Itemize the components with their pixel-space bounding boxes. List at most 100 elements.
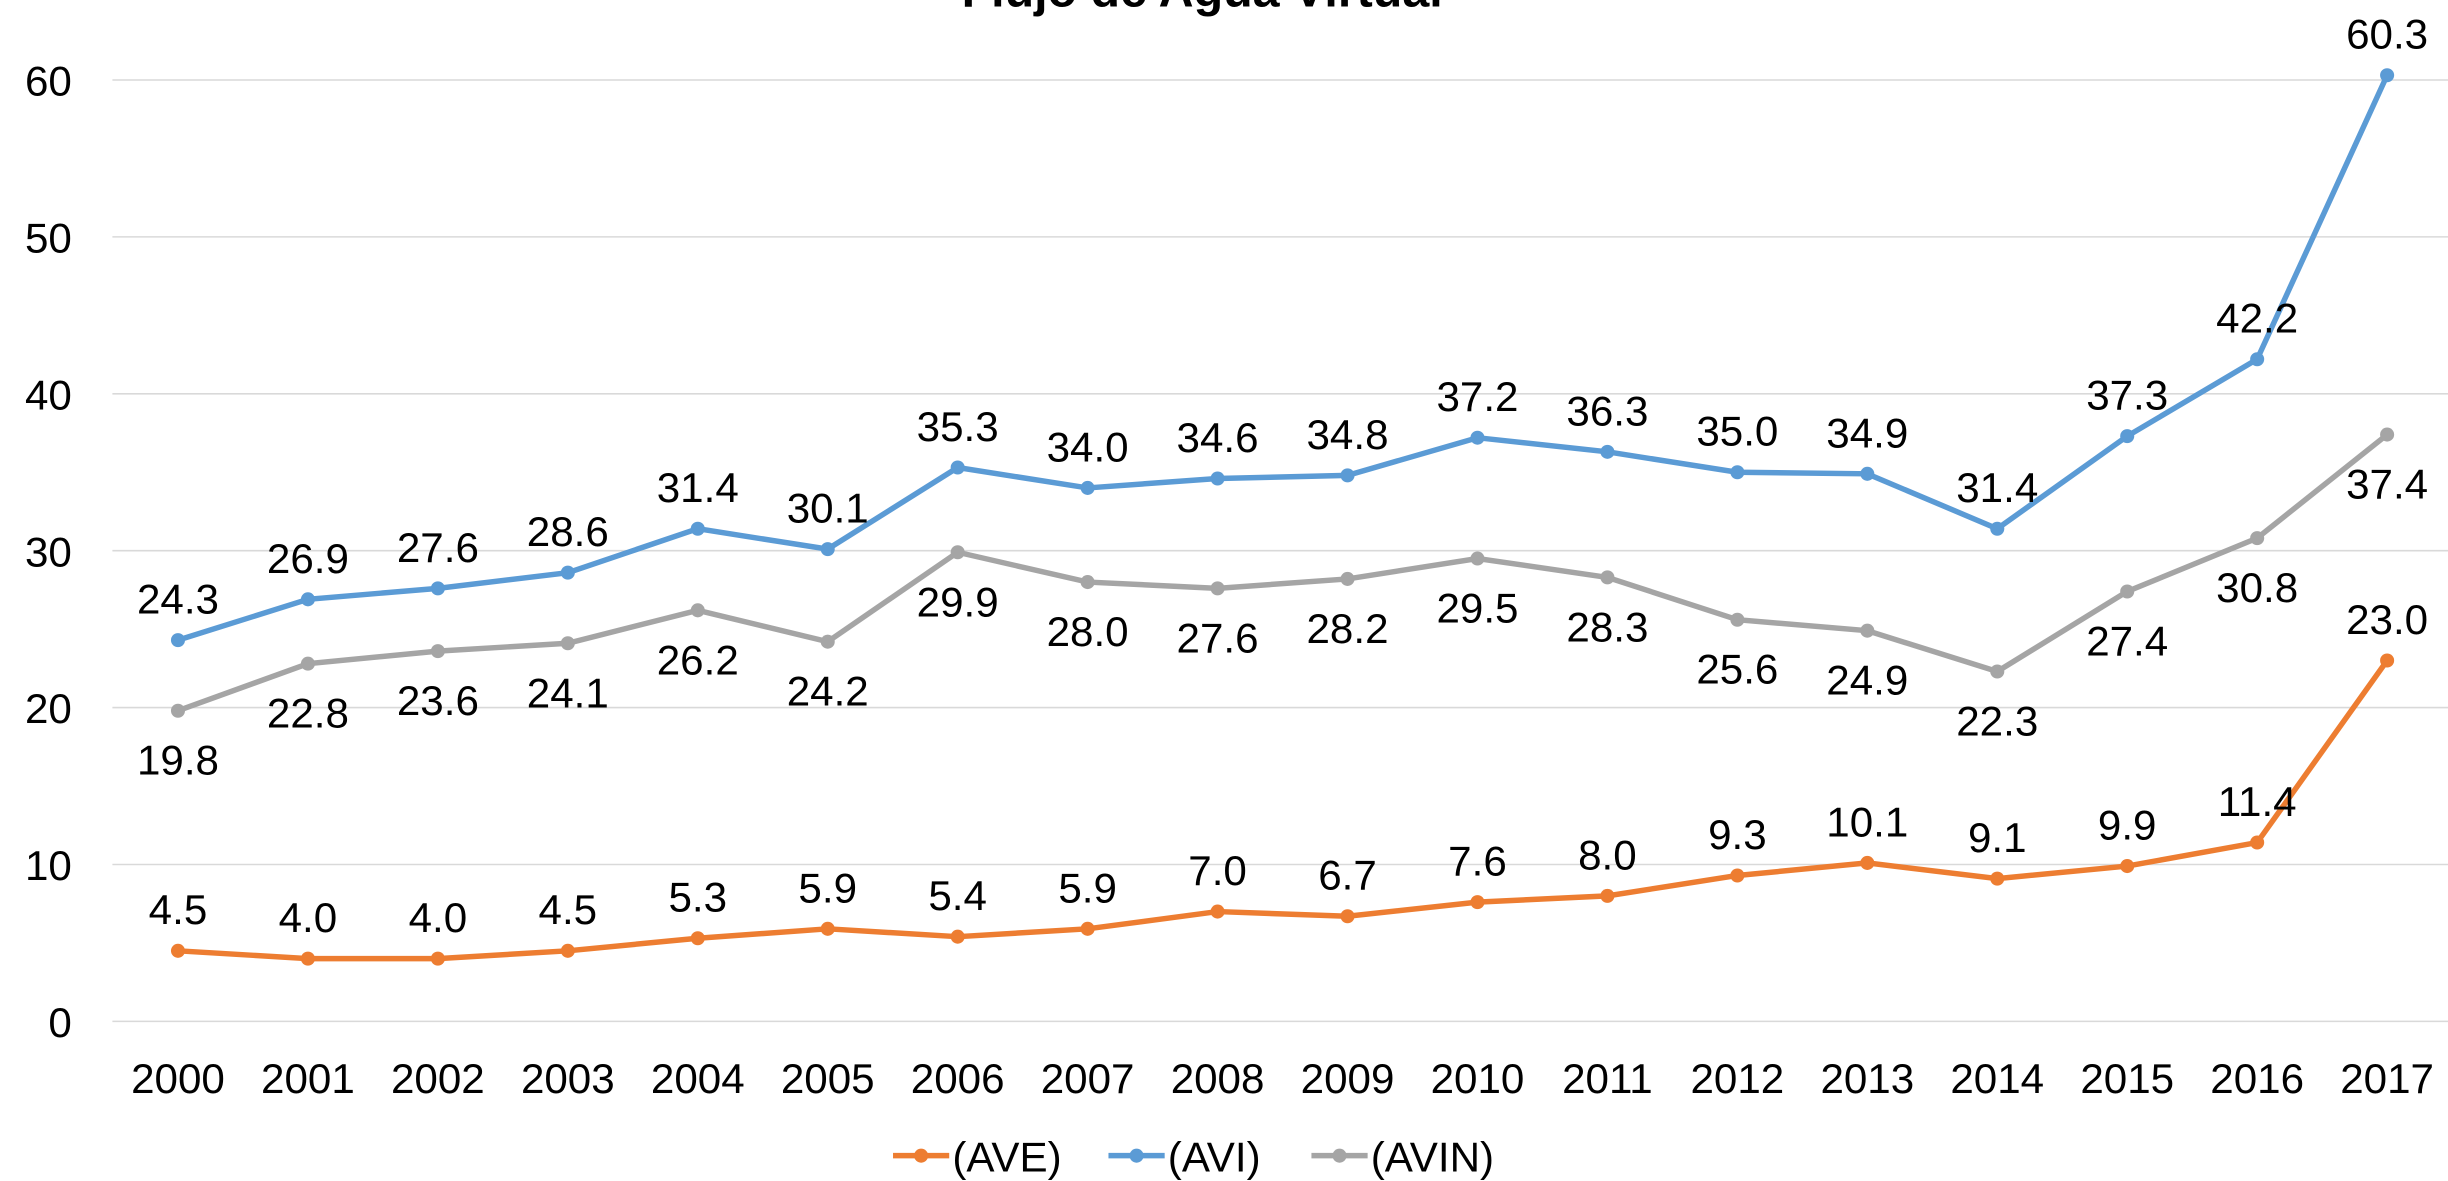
data-label: 23.6: [397, 677, 479, 724]
legend-marker: [1332, 1148, 1347, 1163]
point: [1340, 468, 1355, 483]
data-label: 35.3: [917, 403, 999, 450]
series-line: [177, 432, 2389, 714]
point: [170, 633, 186, 648]
data-label: 28.2: [1307, 605, 1389, 652]
point: [820, 542, 835, 557]
data-label: 8.0: [1578, 831, 1637, 878]
data-label: 30.1: [787, 485, 869, 532]
data-label: 10.1: [1826, 798, 1908, 845]
point: [690, 931, 705, 946]
data-label: 4.5: [149, 886, 208, 933]
point: [1990, 871, 2005, 886]
chart-title: Flujo de Agua Virtual: [962, 0, 1443, 18]
x-tick-label: 2004: [651, 1055, 745, 1102]
point: [2120, 859, 2135, 874]
point: [1860, 855, 1875, 870]
point: [950, 545, 965, 560]
data-label: 5.9: [1058, 864, 1117, 911]
point: [2380, 68, 2395, 83]
data-label: 24.2: [787, 668, 869, 715]
point: [300, 656, 315, 671]
y-tick-label: 30: [25, 528, 72, 575]
data-label: 35.0: [1696, 408, 1778, 455]
point: [2380, 653, 2395, 668]
data-label: 27.6: [397, 524, 479, 571]
data-label: 4.5: [539, 886, 598, 933]
point: [430, 644, 445, 659]
point: [1730, 465, 1745, 480]
x-tick-label: 2017: [2340, 1055, 2434, 1102]
x-tick-label: 2007: [1041, 1055, 1135, 1102]
y-tick-label: 50: [25, 214, 72, 261]
y-tick-label: 0: [48, 999, 71, 1046]
data-label: 6.7: [1318, 852, 1377, 899]
data-label: 60.3: [2346, 11, 2428, 58]
data-label: 37.4: [2346, 461, 2428, 508]
data-label: 7.0: [1188, 847, 1247, 894]
x-tick-label: 2014: [1950, 1055, 2044, 1102]
data-label: 24.1: [527, 669, 609, 716]
x-tick-label: 2000: [131, 1055, 225, 1102]
series-line: [177, 74, 2390, 643]
y-tick-label: 40: [25, 371, 72, 418]
point: [2250, 835, 2265, 850]
data-label: 31.4: [657, 464, 739, 511]
point: [560, 565, 575, 580]
y-tick-label: 60: [25, 58, 72, 105]
point: [300, 951, 315, 966]
data-label: 19.8: [137, 737, 219, 784]
point: [950, 460, 965, 475]
point: [2250, 352, 2265, 367]
data-label: 34.0: [1047, 423, 1129, 470]
x-tick-label: 2008: [1171, 1055, 1265, 1102]
data-label: 28.0: [1047, 608, 1129, 655]
point: [1210, 471, 1225, 486]
y-tick-label: 20: [25, 685, 72, 732]
point: [1470, 895, 1485, 910]
point: [2380, 427, 2395, 442]
data-label: 9.9: [2098, 802, 2157, 849]
x-tick-label: 2013: [1820, 1055, 1914, 1102]
x-tick-label: 2001: [261, 1055, 355, 1102]
x-tick-label: 2005: [781, 1055, 875, 1102]
point: [300, 592, 315, 607]
point: [1340, 571, 1355, 586]
point: [560, 636, 575, 651]
data-label: 28.6: [527, 508, 609, 555]
point: [1080, 575, 1095, 590]
point: [1600, 888, 1615, 903]
data-label: 5.9: [798, 864, 857, 911]
point: [1470, 430, 1485, 445]
point: [1990, 664, 2005, 679]
data-label: 37.3: [2086, 372, 2168, 419]
data-label: 42.2: [2216, 295, 2298, 342]
data-label: 30.8: [2216, 564, 2298, 611]
data-label: 29.5: [1436, 585, 1518, 632]
data-label: 9.1: [1968, 814, 2027, 861]
data-label: 25.6: [1696, 646, 1778, 693]
data-label: 29.9: [917, 578, 999, 625]
point: [170, 703, 186, 718]
point: [820, 634, 835, 649]
legend-marker: [1129, 1148, 1144, 1163]
point: [1600, 570, 1615, 585]
data-label: 24.9: [1826, 657, 1908, 704]
legend-label: (AVIN): [1371, 1133, 1494, 1180]
data-label: 34.8: [1307, 411, 1389, 458]
x-tick-label: 2016: [2210, 1055, 2304, 1102]
legend-label: (AVI): [1168, 1133, 1261, 1180]
point: [1730, 868, 1745, 883]
data-label: 5.4: [928, 872, 987, 919]
x-tick-label: 2011: [1562, 1055, 1653, 1102]
point: [1210, 581, 1225, 596]
data-label: 5.3: [668, 874, 727, 921]
data-label: 4.0: [409, 894, 468, 941]
point: [560, 943, 575, 958]
point: [1470, 551, 1485, 566]
point: [950, 929, 965, 944]
data-label: 31.4: [1956, 464, 2038, 511]
point: [1860, 466, 1875, 481]
